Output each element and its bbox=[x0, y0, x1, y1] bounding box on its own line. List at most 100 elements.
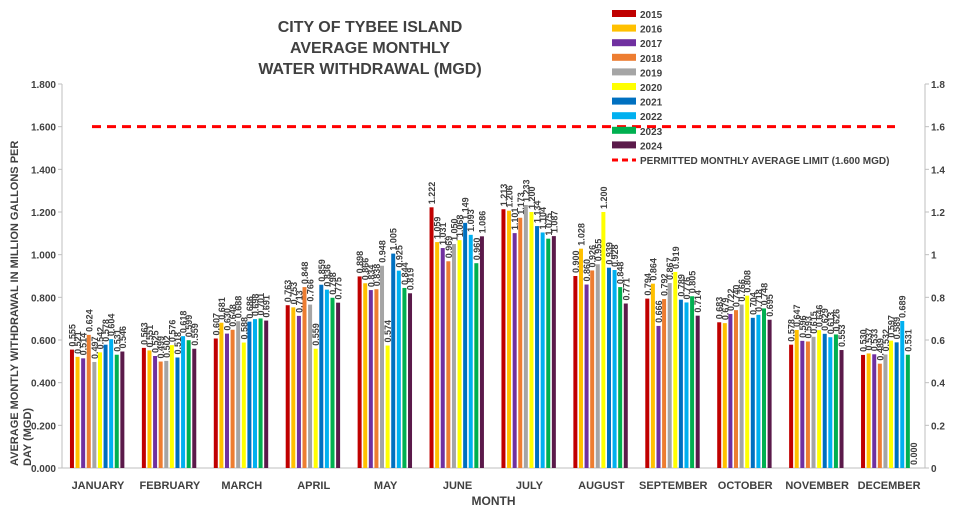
data-label: 0.489 bbox=[875, 338, 885, 361]
data-label: 0.618 bbox=[179, 311, 189, 334]
y2-tick-label: 0.2 bbox=[931, 421, 945, 432]
data-label: 0.789 bbox=[676, 274, 686, 297]
x-tick-label: AUGUST bbox=[578, 480, 625, 492]
legend-label: 2020 bbox=[640, 83, 663, 94]
bar bbox=[507, 210, 512, 468]
bar bbox=[722, 323, 727, 468]
bar bbox=[324, 289, 329, 468]
data-label: 0.559 bbox=[311, 323, 321, 346]
data-label: 0.701 bbox=[256, 293, 266, 316]
y-tick-label: 1.600 bbox=[31, 123, 56, 134]
bar bbox=[224, 333, 229, 468]
bar bbox=[650, 283, 655, 468]
bar bbox=[794, 329, 799, 468]
data-label: 1.134 bbox=[533, 201, 543, 224]
data-label: 0.679 bbox=[720, 298, 730, 321]
data-label: 0.860 bbox=[582, 259, 592, 282]
data-label: 0.555 bbox=[67, 324, 77, 347]
data-label: 1.086 bbox=[477, 211, 487, 234]
bar bbox=[258, 318, 263, 468]
data-label: 0.626 bbox=[831, 309, 841, 332]
data-label: 1.050 bbox=[449, 218, 459, 241]
data-label: 0.593 bbox=[803, 316, 813, 339]
data-label: 0.805 bbox=[688, 271, 698, 294]
bar bbox=[296, 315, 301, 468]
data-label: 0.698 bbox=[250, 294, 260, 317]
bar bbox=[109, 339, 114, 468]
data-label: 0.546 bbox=[118, 326, 128, 349]
bar bbox=[739, 304, 744, 468]
legend-label: 2016 bbox=[640, 25, 663, 36]
data-label: 0.551 bbox=[145, 325, 155, 348]
data-label: 0.928 bbox=[610, 244, 620, 267]
x-axis-label: MONTH bbox=[472, 494, 516, 508]
data-label: 1.028 bbox=[576, 223, 586, 246]
bar bbox=[408, 293, 413, 468]
bar bbox=[86, 334, 91, 468]
legend-label: 2017 bbox=[640, 39, 663, 50]
x-tick-label: DECEMBER bbox=[858, 480, 921, 492]
data-label: 0.718 bbox=[754, 289, 764, 312]
bar bbox=[529, 212, 534, 468]
bar bbox=[402, 287, 407, 468]
y-axis-label: DAY (MGD) bbox=[22, 408, 34, 466]
bar bbox=[368, 290, 373, 468]
data-label: 0.686 bbox=[245, 296, 255, 319]
y2-tick-label: 1 bbox=[931, 251, 937, 262]
y-tick-label: 0.600 bbox=[31, 336, 56, 347]
bar bbox=[540, 232, 545, 468]
bar bbox=[446, 261, 451, 468]
bar bbox=[264, 320, 269, 468]
x-tick-label: JULY bbox=[516, 480, 544, 492]
bar bbox=[900, 321, 905, 468]
x-tick-label: MAY bbox=[374, 480, 398, 492]
bar bbox=[319, 284, 324, 468]
data-label: 0.864 bbox=[648, 258, 658, 281]
y-tick-label: 0.200 bbox=[31, 421, 56, 432]
data-label: 0.521 bbox=[73, 331, 83, 354]
bar bbox=[805, 341, 810, 468]
data-label: 1.200 bbox=[599, 186, 609, 209]
legend-swatch bbox=[612, 141, 636, 149]
data-label: 0.559 bbox=[190, 323, 200, 346]
data-label: 0.624 bbox=[84, 309, 94, 332]
bar bbox=[141, 347, 146, 468]
data-label: 0.599 bbox=[184, 315, 194, 338]
data-label: 0.844 bbox=[400, 262, 410, 285]
data-label: 0.848 bbox=[616, 262, 626, 285]
bar bbox=[551, 236, 556, 468]
bar bbox=[479, 236, 484, 468]
bar bbox=[690, 296, 695, 468]
data-label: 0.588 bbox=[239, 317, 249, 340]
legend-label: 2022 bbox=[640, 112, 663, 123]
data-label: 0.939 bbox=[604, 242, 614, 265]
data-label: 0.834 bbox=[366, 265, 376, 288]
bar bbox=[872, 354, 877, 468]
bar bbox=[678, 299, 683, 468]
data-label: 0.713 bbox=[294, 290, 304, 313]
y-tick-label: 0.400 bbox=[31, 379, 56, 390]
bar bbox=[518, 217, 523, 468]
legend-label: 2018 bbox=[640, 54, 663, 65]
bar bbox=[463, 222, 468, 468]
bar bbox=[391, 253, 396, 468]
data-label: 0.589 bbox=[892, 317, 902, 340]
legend-swatch bbox=[612, 68, 636, 76]
x-tick-label: NOVEMBER bbox=[785, 480, 849, 492]
data-label: 0.819 bbox=[406, 268, 416, 291]
bar bbox=[728, 313, 733, 468]
bar bbox=[385, 345, 390, 468]
legend-label: 2021 bbox=[640, 98, 663, 109]
data-label: 0.794 bbox=[643, 273, 653, 296]
bar bbox=[573, 276, 578, 468]
legend-swatch bbox=[612, 24, 636, 32]
bar bbox=[745, 295, 750, 468]
data-label: 1.200 bbox=[527, 186, 537, 209]
bar bbox=[695, 315, 700, 468]
legend-swatch bbox=[612, 83, 636, 90]
bar bbox=[114, 354, 119, 468]
bar bbox=[894, 342, 899, 468]
y2-tick-label: 1.4 bbox=[931, 165, 945, 176]
bar bbox=[523, 204, 528, 468]
bar bbox=[192, 348, 197, 468]
